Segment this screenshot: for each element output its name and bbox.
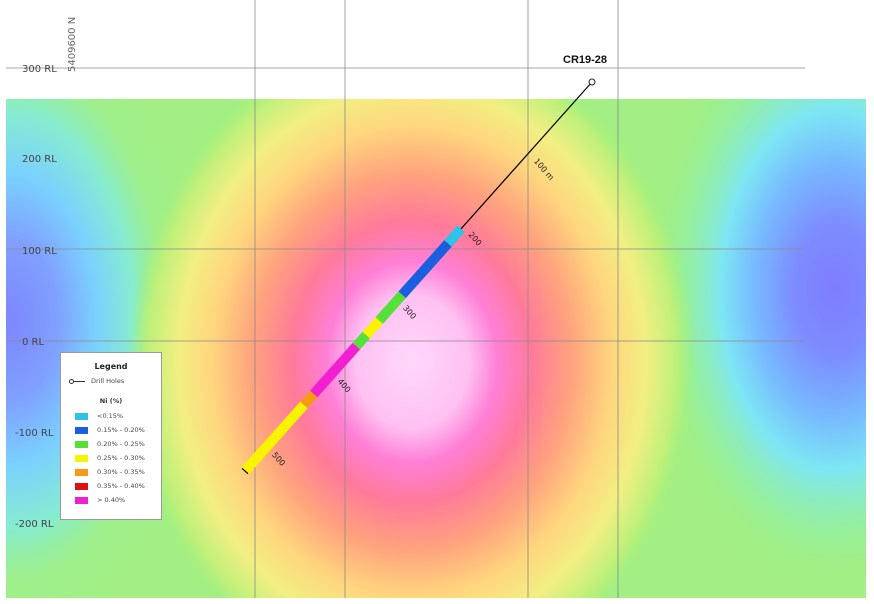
legend-title: Legend: [94, 362, 128, 371]
rl-label: 200 RL: [22, 154, 57, 165]
legend-item-c035_040: 0.35% - 0.40%: [75, 481, 161, 495]
legend-item-c015_020: 0.15% - 0.20%: [75, 425, 161, 439]
legend-swatch: [75, 441, 88, 448]
drill-interval-gt040[interactable]: [310, 342, 361, 398]
legend-item-c030_035: 0.30% - 0.35%: [75, 467, 161, 481]
legend-drill-holes-label: Drill Holes: [91, 377, 125, 385]
rl-label: -200 RL: [15, 519, 54, 530]
rl-labels: 300 RL 200 RL 100 RL 0 RL -100 RL -200 RL: [15, 64, 57, 530]
northing-label: 5409600 N: [67, 17, 78, 72]
legend-item-label: > 0.40%: [97, 496, 126, 504]
drill-interval-c020_025[interactable]: [352, 331, 370, 350]
drill-interval-c020_025[interactable]: [375, 291, 406, 324]
contour-central-high: [6, 99, 866, 598]
end-of-hole-tick: [241, 467, 249, 475]
grid: [6, 0, 805, 598]
legend-swatch: [75, 497, 88, 504]
legend-swatch: [75, 427, 88, 434]
legend-item-gt040: > 0.40%: [75, 495, 161, 509]
collar-marker[interactable]: [588, 78, 596, 86]
legend-items: <0.15% 0.15% - 0.20% 0.20% - 0.25% 0.25% - …: [75, 411, 161, 509]
drill-intervals: [241, 225, 465, 475]
legend-drill-holes: Drill Holes: [69, 377, 159, 387]
rl-label: -100 RL: [15, 428, 54, 439]
legend-swatch: [75, 469, 88, 476]
legend-item-label: 0.20% - 0.25%: [97, 440, 145, 448]
drill-interval-c025_030[interactable]: [241, 401, 308, 475]
drill-interval-c030_035[interactable]: [300, 390, 318, 409]
rl-label: 100 RL: [22, 246, 57, 257]
legend-item-label: 0.30% - 0.35%: [97, 468, 145, 476]
rl-label: 0 RL: [22, 337, 44, 348]
legend-swatch: [75, 483, 88, 490]
legend-ni-title: Ni (%): [99, 397, 123, 405]
rl-label: 300 RL: [22, 64, 57, 75]
drill-hole-symbol-icon: [69, 379, 85, 384]
legend-swatch: [75, 455, 88, 462]
drill-interval-c025_030[interactable]: [362, 317, 383, 339]
legend-swatch: [75, 413, 88, 420]
legend-item-lt015: <0.15%: [75, 411, 161, 425]
legend-item-c020_025: 0.20% - 0.25%: [75, 439, 161, 453]
legend-item-label: 0.15% - 0.20%: [97, 426, 145, 434]
legend-item-label: 0.25% - 0.30%: [97, 454, 145, 462]
grade-contours: [6, 99, 866, 598]
legend-item-label: <0.15%: [97, 412, 124, 420]
legend-item-label: 0.35% - 0.40%: [97, 482, 145, 490]
drill-interval-c015_020[interactable]: [398, 240, 452, 299]
drill-hole-name[interactable]: CR19-28: [563, 54, 607, 66]
legend: Legend Drill Holes Ni (%) <0.15% 0.15% - …: [60, 352, 162, 520]
legend-item-c025_030: 0.25% - 0.30%: [75, 453, 161, 467]
drill-interval-lt015[interactable]: [444, 225, 465, 247]
